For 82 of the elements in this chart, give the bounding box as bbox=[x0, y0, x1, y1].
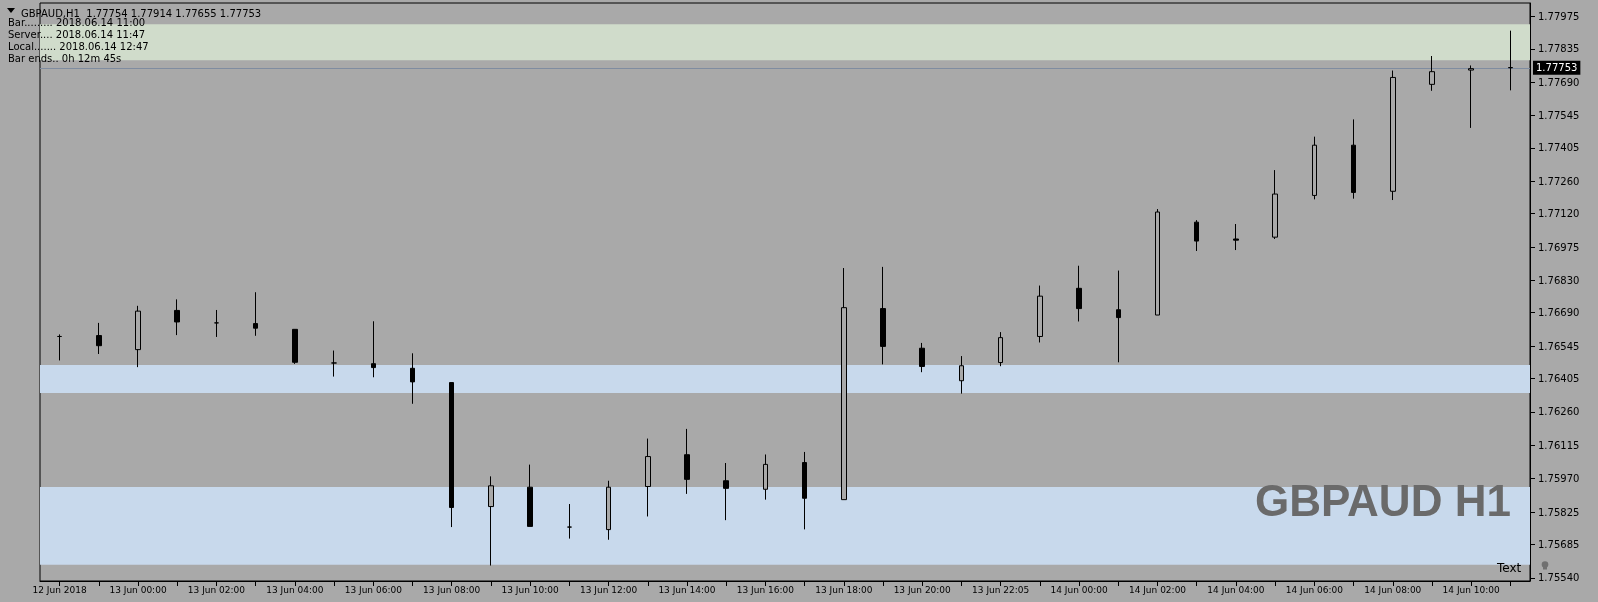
candlestick bbox=[919, 342, 925, 373]
y-tick-label: 1.75825 bbox=[1538, 506, 1580, 518]
y-tick-label: 1.76115 bbox=[1538, 439, 1580, 451]
candlestick bbox=[723, 462, 729, 521]
candlestick bbox=[1429, 55, 1435, 92]
candlestick bbox=[802, 451, 807, 530]
candlestick bbox=[96, 322, 102, 355]
y-tick-label: 1.75685 bbox=[1538, 538, 1580, 550]
candlestick bbox=[1037, 285, 1043, 343]
candlestick bbox=[527, 464, 533, 527]
candlestick bbox=[1508, 30, 1513, 91]
x-tick-label: 14 Jun 00:00 bbox=[1050, 584, 1108, 595]
y-tick-label: 1.77405 bbox=[1538, 142, 1580, 154]
x-tick-label: 14 Jun 10:00 bbox=[1442, 584, 1501, 595]
x-tick-label: 13 Jun 00:00 bbox=[109, 584, 167, 595]
candlestick bbox=[449, 382, 454, 528]
y-tick-label: 1.77120 bbox=[1538, 208, 1580, 220]
annotation: GBPAUD H1 bbox=[1255, 475, 1511, 525]
candlestick bbox=[57, 333, 62, 361]
candlestick bbox=[174, 298, 180, 336]
candlestick bbox=[1194, 219, 1199, 252]
candlestick bbox=[880, 266, 886, 365]
annotation: Local....... 2018.06.14 12:47 bbox=[8, 41, 149, 53]
candlestick bbox=[292, 328, 298, 365]
candlestick bbox=[606, 480, 611, 541]
candlestick bbox=[371, 320, 376, 378]
candlestick bbox=[1390, 70, 1396, 201]
candlestick bbox=[1468, 64, 1474, 129]
candlestick bbox=[763, 453, 768, 501]
y-tick-label: 1.76975 bbox=[1538, 241, 1580, 253]
x-tick-label: 13 Jun 18:00 bbox=[815, 584, 873, 595]
candlestick bbox=[253, 291, 258, 337]
y-tick-label: 1.75970 bbox=[1538, 473, 1580, 485]
x-tick-label: 13 Jun 14:00 bbox=[658, 584, 716, 595]
y-tick-label: 1.77545 bbox=[1538, 110, 1580, 122]
annotation: Server.... 2018.06.14 11:47 bbox=[8, 28, 146, 40]
candlestick bbox=[410, 352, 415, 405]
candlestick bbox=[135, 305, 141, 368]
candlestick bbox=[214, 309, 219, 338]
candlestick bbox=[1272, 169, 1278, 240]
candlestick bbox=[567, 503, 572, 540]
x-tick-label: 13 Jun 16:00 bbox=[736, 584, 795, 595]
ref-line-label: 1.77753 bbox=[1536, 62, 1578, 74]
y-tick-label: 1.77975 bbox=[1538, 11, 1580, 23]
candlestick bbox=[1351, 118, 1356, 200]
candlestick bbox=[645, 438, 651, 517]
candlestick bbox=[1312, 136, 1317, 200]
candlestick bbox=[684, 428, 690, 495]
x-tick-label: 14 Jun 08:00 bbox=[1364, 584, 1422, 595]
y-tick-label: 1.77260 bbox=[1538, 175, 1580, 187]
x-tick-label: 12 Jun 2018 bbox=[32, 584, 87, 595]
candlestick bbox=[1233, 223, 1239, 251]
x-tick-label: 13 Jun 20:00 bbox=[893, 584, 952, 595]
x-tick-label: 13 Jun 12:00 bbox=[579, 584, 638, 595]
candlestick bbox=[959, 355, 964, 395]
candlestick bbox=[841, 267, 847, 501]
x-tick-label: 13 Jun 02:00 bbox=[187, 584, 246, 595]
annotation: Bar ends.. 0h 12m 45s bbox=[8, 53, 122, 65]
y-tick-label: 1.76690 bbox=[1538, 307, 1580, 319]
y-tick-label: 1.77835 bbox=[1538, 43, 1580, 55]
y-tick-label: 1.75540 bbox=[1538, 572, 1580, 584]
candlestick bbox=[998, 331, 1003, 367]
x-tick-label: 13 Jun 10:00 bbox=[501, 584, 559, 595]
y-tick-label: 1.76405 bbox=[1538, 372, 1580, 384]
x-tick-label: 13 Jun 04:00 bbox=[266, 584, 324, 595]
y-tick-label: 1.76545 bbox=[1538, 340, 1580, 352]
candlestick bbox=[331, 350, 337, 378]
candlestick bbox=[1076, 265, 1082, 322]
chart-title: GBPAUD,H1 1.77754 1.77914 1.77655 1.77753 bbox=[21, 7, 262, 19]
x-tick-label: 13 Jun 06:00 bbox=[344, 584, 403, 595]
y-tick-label: 1.76830 bbox=[1538, 274, 1580, 286]
candlestick bbox=[1155, 208, 1160, 316]
x-tick-label: 14 Jun 06:00 bbox=[1285, 584, 1344, 595]
x-tick-label: 14 Jun 04:00 bbox=[1207, 584, 1265, 595]
y-tick-label: 1.77690 bbox=[1538, 76, 1580, 88]
candlestick bbox=[488, 475, 494, 567]
x-tick-label: 13 Jun 08:00 bbox=[423, 584, 481, 595]
y-tick-label: 1.76260 bbox=[1538, 406, 1580, 418]
x-tick-label: 13 Jun 22:05 bbox=[972, 584, 1030, 595]
x-tick-label: 14 Jun 02:00 bbox=[1128, 584, 1187, 595]
candlestick bbox=[1116, 270, 1121, 363]
annotation: Text bbox=[1496, 561, 1522, 575]
